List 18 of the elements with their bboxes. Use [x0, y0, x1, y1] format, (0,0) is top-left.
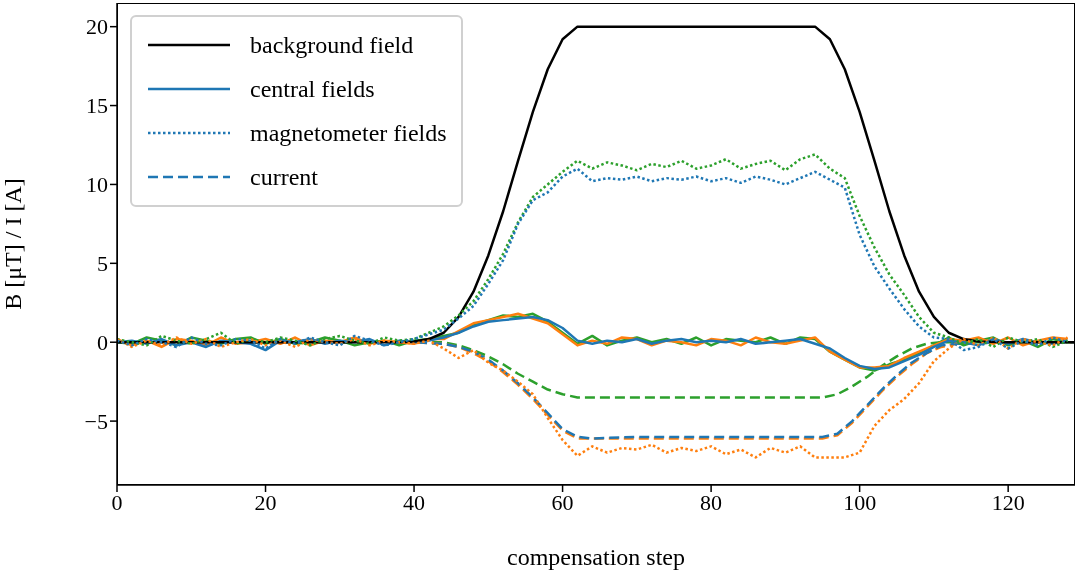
x-tick-label: 20	[254, 489, 277, 515]
x-tick-label: 100	[843, 489, 877, 515]
y-axis-title: B [μT] / I [A]	[0, 178, 26, 310]
y-tick-label: 15	[86, 93, 108, 119]
y-tick-label: 10	[86, 172, 108, 198]
y-tick-label: −5	[84, 408, 108, 434]
x-axis-title: compensation step	[507, 544, 685, 570]
x-tick-label: 80	[700, 489, 723, 515]
legend-label: central fields	[250, 75, 375, 103]
x-tick-label: 120	[991, 489, 1025, 515]
y-tick-label: 20	[86, 14, 108, 40]
legend-label: background field	[250, 31, 414, 59]
x-tick-label: 40	[403, 489, 426, 515]
legend-label: magnetometer fields	[250, 119, 447, 147]
y-tick-label: 0	[97, 330, 108, 356]
x-tick-label: 60	[551, 489, 574, 515]
legend-label: current	[250, 163, 318, 191]
y-tick-label: 5	[97, 251, 108, 277]
